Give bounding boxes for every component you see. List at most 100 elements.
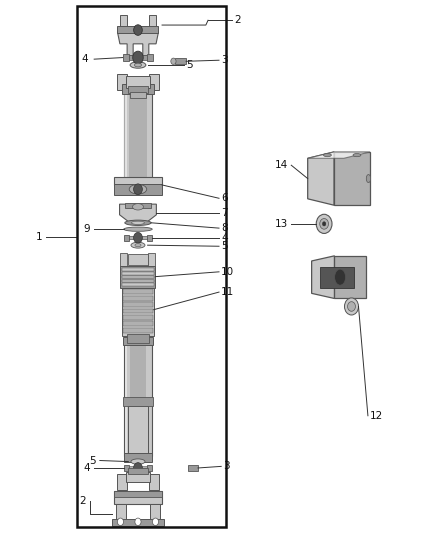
FancyBboxPatch shape	[147, 235, 152, 241]
FancyBboxPatch shape	[120, 253, 127, 266]
Text: 3: 3	[223, 462, 230, 471]
Polygon shape	[320, 266, 354, 288]
Polygon shape	[307, 152, 334, 205]
FancyBboxPatch shape	[114, 184, 162, 195]
Text: 2: 2	[234, 15, 241, 25]
Circle shape	[135, 518, 141, 526]
Polygon shape	[334, 152, 370, 205]
FancyBboxPatch shape	[120, 266, 155, 288]
Ellipse shape	[135, 244, 141, 247]
FancyBboxPatch shape	[126, 466, 150, 470]
FancyBboxPatch shape	[123, 315, 153, 320]
FancyBboxPatch shape	[117, 26, 159, 33]
Ellipse shape	[131, 242, 145, 248]
Circle shape	[134, 463, 142, 473]
FancyBboxPatch shape	[124, 86, 152, 187]
Polygon shape	[311, 256, 335, 298]
Text: 13: 13	[275, 219, 288, 229]
FancyBboxPatch shape	[149, 474, 159, 490]
Text: 2: 2	[79, 496, 85, 506]
Circle shape	[117, 518, 124, 526]
FancyBboxPatch shape	[122, 268, 154, 271]
FancyBboxPatch shape	[120, 15, 127, 27]
FancyBboxPatch shape	[124, 339, 152, 456]
FancyBboxPatch shape	[124, 465, 129, 471]
FancyBboxPatch shape	[114, 491, 162, 504]
Ellipse shape	[134, 63, 141, 67]
FancyBboxPatch shape	[125, 342, 127, 453]
Text: 3: 3	[221, 55, 228, 65]
FancyBboxPatch shape	[175, 58, 186, 64]
FancyBboxPatch shape	[149, 15, 156, 27]
FancyBboxPatch shape	[122, 272, 154, 274]
Text: 8: 8	[221, 223, 228, 233]
Circle shape	[134, 232, 142, 243]
FancyBboxPatch shape	[130, 342, 146, 453]
Ellipse shape	[130, 62, 146, 68]
Circle shape	[316, 214, 332, 233]
FancyBboxPatch shape	[123, 321, 153, 326]
Ellipse shape	[366, 174, 371, 182]
Circle shape	[134, 25, 142, 35]
FancyBboxPatch shape	[129, 89, 147, 184]
FancyBboxPatch shape	[148, 253, 155, 266]
FancyBboxPatch shape	[123, 289, 153, 294]
FancyBboxPatch shape	[114, 177, 162, 185]
FancyBboxPatch shape	[147, 54, 153, 61]
FancyBboxPatch shape	[128, 406, 148, 456]
FancyBboxPatch shape	[116, 504, 126, 520]
Text: 10: 10	[221, 267, 234, 277]
Text: 11: 11	[221, 287, 234, 297]
Polygon shape	[335, 256, 366, 298]
FancyBboxPatch shape	[123, 54, 129, 61]
Text: 4: 4	[81, 54, 88, 64]
FancyBboxPatch shape	[130, 92, 146, 98]
FancyBboxPatch shape	[123, 328, 153, 333]
Text: 7: 7	[221, 208, 228, 218]
Ellipse shape	[124, 227, 152, 231]
FancyBboxPatch shape	[112, 519, 164, 526]
FancyBboxPatch shape	[124, 55, 152, 60]
Text: 14: 14	[275, 160, 288, 170]
FancyBboxPatch shape	[122, 84, 154, 94]
Circle shape	[348, 302, 356, 311]
Text: 5: 5	[186, 60, 193, 70]
Ellipse shape	[131, 459, 145, 464]
FancyBboxPatch shape	[125, 203, 151, 208]
FancyBboxPatch shape	[117, 74, 127, 90]
Circle shape	[133, 51, 143, 64]
Circle shape	[171, 58, 176, 64]
FancyBboxPatch shape	[150, 504, 160, 520]
Text: 6: 6	[221, 193, 228, 203]
Circle shape	[320, 219, 328, 229]
FancyBboxPatch shape	[149, 74, 159, 90]
Ellipse shape	[125, 220, 151, 225]
FancyBboxPatch shape	[123, 337, 153, 345]
Text: 4: 4	[221, 233, 228, 243]
Text: 1: 1	[36, 232, 43, 242]
FancyBboxPatch shape	[124, 89, 127, 184]
FancyBboxPatch shape	[123, 397, 153, 406]
Ellipse shape	[131, 221, 145, 224]
FancyBboxPatch shape	[122, 284, 154, 286]
Ellipse shape	[323, 154, 332, 157]
Polygon shape	[307, 152, 370, 158]
Polygon shape	[117, 32, 159, 55]
FancyBboxPatch shape	[127, 334, 149, 343]
FancyBboxPatch shape	[122, 276, 154, 278]
Text: 9: 9	[83, 224, 90, 234]
Ellipse shape	[335, 269, 346, 285]
FancyBboxPatch shape	[128, 254, 148, 265]
FancyBboxPatch shape	[114, 491, 162, 497]
FancyBboxPatch shape	[123, 309, 153, 313]
FancyBboxPatch shape	[124, 235, 129, 241]
FancyBboxPatch shape	[122, 280, 154, 282]
FancyBboxPatch shape	[122, 288, 154, 336]
FancyBboxPatch shape	[126, 472, 150, 482]
FancyBboxPatch shape	[147, 465, 152, 471]
Ellipse shape	[129, 184, 147, 194]
Circle shape	[344, 298, 358, 315]
Text: 12: 12	[370, 411, 383, 421]
FancyBboxPatch shape	[123, 296, 153, 301]
FancyBboxPatch shape	[126, 236, 150, 239]
